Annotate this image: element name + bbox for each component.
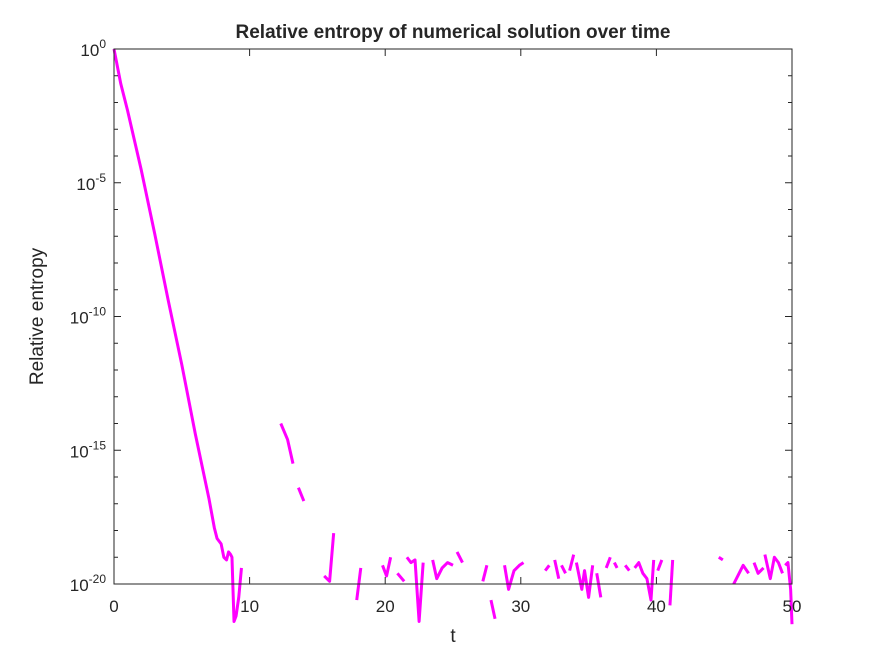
series-line-segment [668,559,675,606]
x-tick-labels: 0 10 20 30 40 50 [109,597,801,616]
series-line-segment [323,533,336,583]
series-layer [112,48,794,625]
x-tick-label: 40 [647,597,666,616]
series-line-segment [574,562,595,599]
y-tick-label: 10-15 [70,438,107,461]
series-line-segment [752,562,765,575]
series-line-segment [656,559,664,572]
series-line-segment [381,556,393,578]
series-line-segment [717,555,724,562]
plot-area [114,49,792,584]
y-axis-label: Relative entropy [27,247,48,385]
x-axis-label: t [450,626,456,647]
series-line-segment [568,554,576,571]
y-tick-label: 100 [80,37,106,60]
series-line-segment [595,573,603,598]
y-tick-label: 10-5 [76,171,106,194]
axes-box [113,48,793,585]
series-line-segment [455,551,464,564]
series-line-segment [560,564,567,574]
chart-title: Relative entropy of numerical solution o… [236,22,671,43]
series-line-segment [784,561,794,625]
series-line-segment [489,599,497,620]
x-tick-label: 20 [376,597,395,616]
series-line-segment [553,559,561,579]
series-line-segment [503,561,525,591]
y-tick-label: 10-10 [70,305,107,328]
series-line-segment [732,563,750,585]
series-line-segment [613,561,619,569]
series-line-segment [763,554,784,581]
series-line-segment [396,572,406,583]
x-tick-label: 30 [511,597,530,616]
series-line-segment [544,564,551,572]
series-line-segment [297,487,306,502]
x-tick-label: 10 [240,597,259,616]
series-line-segment [633,559,656,602]
series-line-segment [624,564,631,572]
series-line-segment [405,556,425,623]
series-line-segment [481,564,489,582]
y-tick-label: 10-20 [70,572,107,595]
x-tick-label: 50 [783,597,802,616]
series-line-segment [604,556,612,569]
x-tick-label: 0 [109,597,118,616]
series-line-segment [279,422,295,464]
series-line-segment [112,48,243,623]
y-tick-labels: 100 10-5 10-10 10-15 10-20 [70,37,107,595]
series-line-segment [431,559,454,581]
